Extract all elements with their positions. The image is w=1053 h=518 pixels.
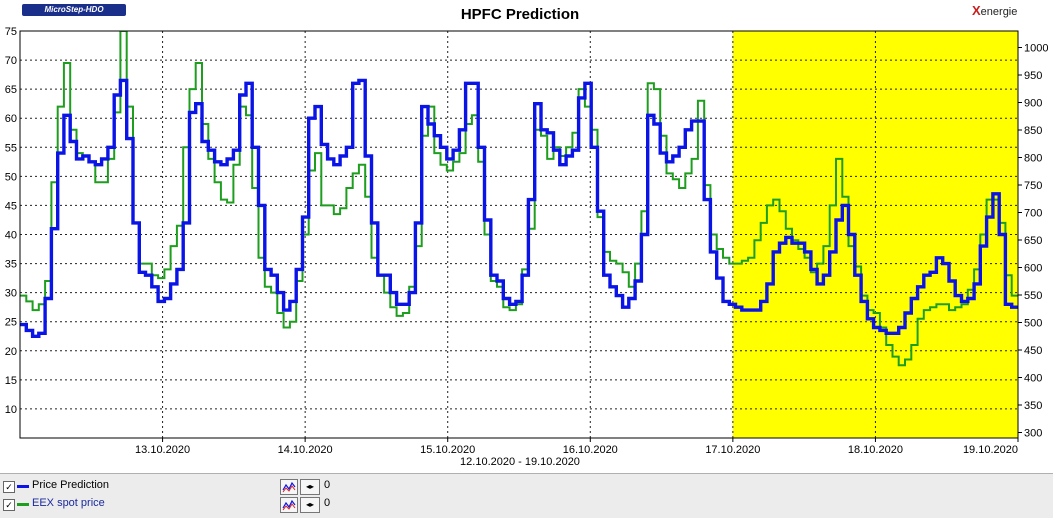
xenergie-logo: Xenergie xyxy=(972,3,1017,18)
legend-swatch-price-prediction xyxy=(17,485,29,488)
chart-panel: 10 15 20 25 30 35 40 45 50 55 60 65 70 75 300 350 400 450… xyxy=(0,0,1053,473)
x-tick-label: 19.10.2020 xyxy=(963,444,1018,456)
series-settings-icon[interactable] xyxy=(280,497,298,513)
y-tick-label-right: 300 xyxy=(1024,428,1042,440)
offset-value: 0 xyxy=(324,497,331,509)
plot-frame xyxy=(19,30,1019,439)
y-tick-label-left: 55 xyxy=(5,142,17,154)
xenergie-logo-text: energie xyxy=(980,6,1018,18)
legend-panel: ✓ Price Prediction ◂▸ 0 ✓ EEX spot price… xyxy=(0,473,1053,518)
y-tick-label-right: 900 xyxy=(1024,98,1042,110)
y-tick-label-left: 60 xyxy=(5,113,17,125)
y-tick-label-right: 400 xyxy=(1024,373,1042,385)
y-tick-label-left: 15 xyxy=(5,375,17,387)
legend-label-price-prediction: Price Prediction xyxy=(32,479,110,491)
y-tick-label-right: 550 xyxy=(1024,290,1042,302)
y-tick-label-left: 75 xyxy=(5,26,17,38)
y-tick-label-right: 450 xyxy=(1024,345,1042,357)
offset-spinner[interactable]: ◂▸ xyxy=(300,497,320,513)
y-tick-label-left: 45 xyxy=(5,200,17,212)
chart-title: HPFC Prediction xyxy=(460,6,580,23)
y-tick-label-left: 25 xyxy=(5,317,17,329)
x-tick-label: 13.10.2020 xyxy=(135,444,190,456)
y-tick-label-right: 700 xyxy=(1024,208,1042,220)
y-tick-label-left: 30 xyxy=(5,288,17,300)
y-tick-label-right: 850 xyxy=(1024,125,1042,137)
offset-spinner[interactable]: ◂▸ xyxy=(300,479,320,495)
y-tick-label-right: 750 xyxy=(1024,180,1042,192)
xenergie-logo-x: X xyxy=(972,3,981,18)
y-tick-label-left: 70 xyxy=(5,55,17,67)
y-tick-label-left: 10 xyxy=(5,404,17,416)
x-tick-label: 16.10.2020 xyxy=(563,444,618,456)
y-tick-label-left: 65 xyxy=(5,84,17,96)
date-range-label: 12.10.2020 - 19.10.2020 xyxy=(460,456,580,468)
series-line-price-prediction xyxy=(20,78,1018,338)
y-tick-label-right: 950 xyxy=(1024,70,1042,82)
y-tick-label-right: 1000 xyxy=(1024,43,1048,55)
y-tick-label-right: 800 xyxy=(1024,153,1042,165)
y-tick-label-right: 500 xyxy=(1024,318,1042,330)
checkbox-price-prediction[interactable]: ✓ xyxy=(3,481,15,493)
chart-svg: 10 15 20 25 30 35 40 45 50 55 60 65 70 75 300 350 400 450… xyxy=(5,26,1049,456)
y-tick-label-right: 350 xyxy=(1024,400,1042,412)
series-settings-icon[interactable] xyxy=(280,479,298,495)
y-tick-label-left: 50 xyxy=(5,171,17,183)
offset-value: 0 xyxy=(324,479,331,491)
legend-label-eex-spot: EEX spot price xyxy=(32,497,105,509)
legend-swatch-eex-spot xyxy=(17,503,29,506)
x-tick-label: 17.10.2020 xyxy=(705,444,760,456)
y-tick-label-right: 650 xyxy=(1024,235,1042,247)
y-tick-label-left: 35 xyxy=(5,259,17,271)
y-tick-label-right: 600 xyxy=(1024,263,1042,275)
checkbox-eex-spot[interactable]: ✓ xyxy=(3,499,15,511)
x-tick-label: 18.10.2020 xyxy=(848,444,903,456)
x-tick-label: 15.10.2020 xyxy=(420,444,475,456)
x-tick-label: 14.10.2020 xyxy=(278,444,333,456)
y-tick-label-left: 40 xyxy=(5,230,17,242)
microstep-logo: MicroStep-HDO xyxy=(22,4,126,16)
y-tick-label-left: 20 xyxy=(5,346,17,358)
